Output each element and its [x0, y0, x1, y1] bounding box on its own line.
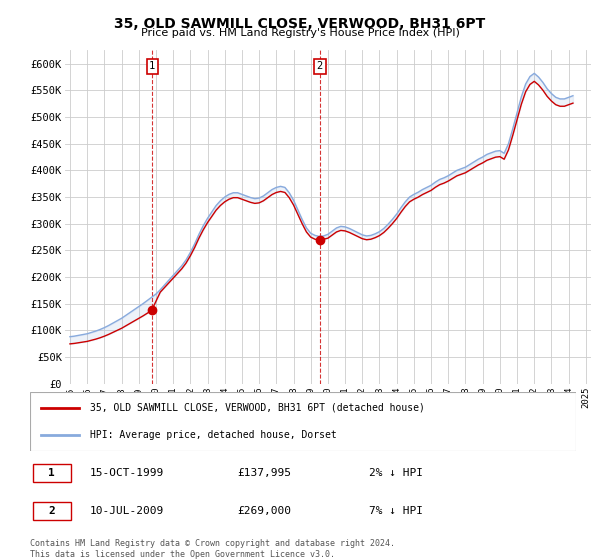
- Text: 7% ↓ HPI: 7% ↓ HPI: [368, 506, 422, 516]
- Text: HPI: Average price, detached house, Dorset: HPI: Average price, detached house, Dors…: [90, 430, 337, 440]
- Text: Price paid vs. HM Land Registry's House Price Index (HPI): Price paid vs. HM Land Registry's House …: [140, 28, 460, 38]
- Text: 35, OLD SAWMILL CLOSE, VERWOOD, BH31 6PT (detached house): 35, OLD SAWMILL CLOSE, VERWOOD, BH31 6PT…: [90, 403, 425, 413]
- Text: 2: 2: [49, 506, 55, 516]
- FancyBboxPatch shape: [33, 464, 71, 482]
- Text: £269,000: £269,000: [238, 506, 292, 516]
- Text: 35, OLD SAWMILL CLOSE, VERWOOD, BH31 6PT: 35, OLD SAWMILL CLOSE, VERWOOD, BH31 6PT: [115, 17, 485, 31]
- Text: Contains HM Land Registry data © Crown copyright and database right 2024.
This d: Contains HM Land Registry data © Crown c…: [30, 539, 395, 559]
- Text: 1: 1: [149, 62, 155, 71]
- Text: 2: 2: [317, 62, 323, 71]
- Text: 15-OCT-1999: 15-OCT-1999: [90, 468, 164, 478]
- FancyBboxPatch shape: [33, 502, 71, 520]
- Text: 2% ↓ HPI: 2% ↓ HPI: [368, 468, 422, 478]
- Text: 10-JUL-2009: 10-JUL-2009: [90, 506, 164, 516]
- FancyBboxPatch shape: [30, 392, 576, 451]
- Text: 1: 1: [49, 468, 55, 478]
- Text: £137,995: £137,995: [238, 468, 292, 478]
